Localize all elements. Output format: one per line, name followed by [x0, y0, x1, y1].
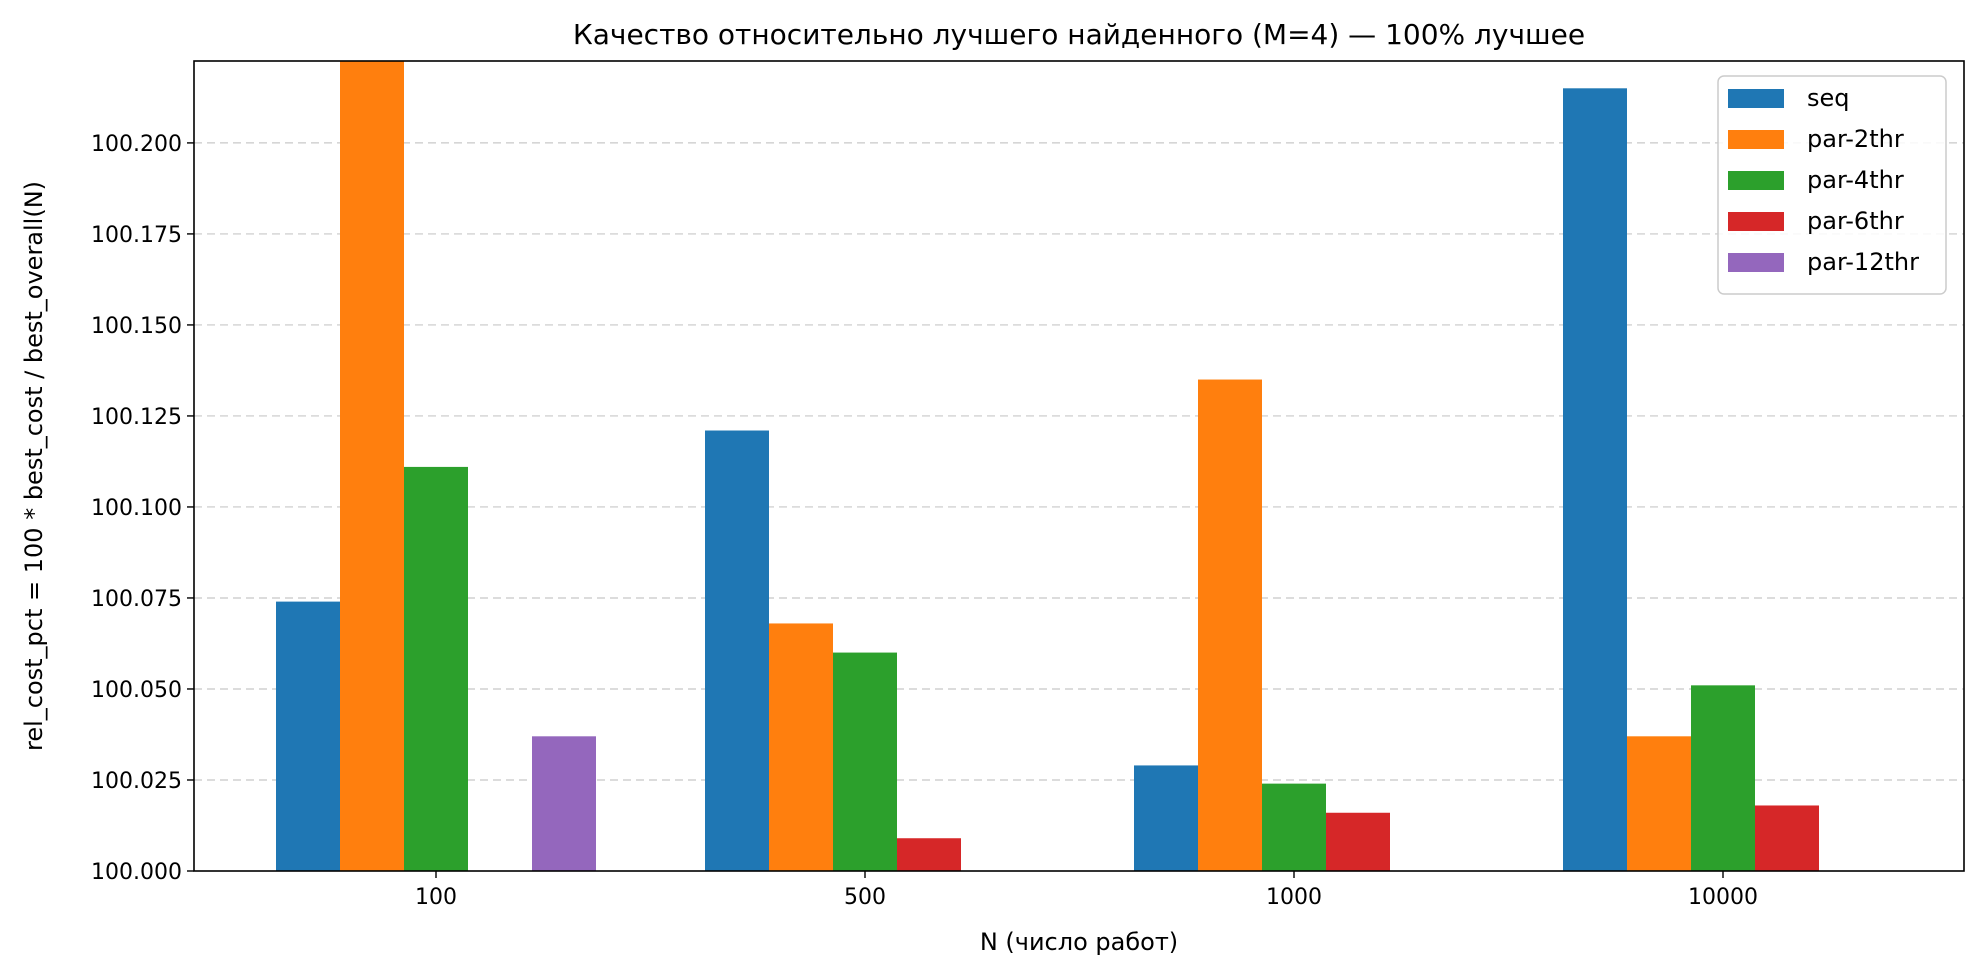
- bar-par-2thr-100: [340, 61, 404, 871]
- legend-swatch-par-6thr: [1728, 212, 1784, 231]
- x-tick-label: 10000: [1688, 885, 1758, 910]
- x-tick-label: 1000: [1266, 885, 1322, 910]
- chart-title: Качество относительно лучшего найденного…: [573, 18, 1585, 51]
- bar-par-2thr-500: [769, 623, 833, 871]
- legend: seq par-2thr par-4thr par-6thr par-12thr: [1717, 75, 1947, 295]
- bars: [276, 61, 1819, 872]
- bar-par-2thr-10000: [1627, 736, 1691, 871]
- legend-label-par-4thr: par-4thr: [1807, 166, 1904, 194]
- grid-lines: [194, 142, 1964, 781]
- y-tick-label: 100.125: [91, 405, 182, 430]
- y-tick-label: 100.100: [91, 496, 182, 521]
- bar-par-6thr-1000: [1326, 812, 1390, 871]
- y-tick-label: 100.175: [91, 223, 182, 248]
- bar-par-12thr-100: [532, 736, 596, 871]
- x-axis-ticks: 100 500 1000 10000: [415, 871, 1758, 910]
- y-axis-label: rel_cost_pct = 100 * best_cost / best_ov…: [20, 181, 48, 751]
- legend-label-seq: seq: [1807, 84, 1850, 112]
- legend-swatch-par-4thr: [1728, 171, 1784, 190]
- legend-label-par-12thr: par-12thr: [1807, 248, 1919, 276]
- legend-swatch-par-2thr: [1728, 130, 1784, 149]
- y-tick-label: 100.150: [91, 314, 182, 339]
- y-tick-label: 100.000: [91, 860, 182, 885]
- bar-par-4thr-500: [833, 652, 897, 871]
- bar-par-2thr-1000: [1198, 379, 1262, 871]
- y-tick-label: 100.200: [91, 132, 182, 157]
- bar-seq-10000: [1563, 88, 1627, 872]
- y-tick-label: 100.075: [91, 587, 182, 612]
- y-tick-label: 100.050: [91, 678, 182, 703]
- x-tick-label: 500: [844, 885, 886, 910]
- legend-label-par-6thr: par-6thr: [1807, 207, 1904, 235]
- legend-swatch-seq: [1728, 89, 1784, 108]
- legend-label-par-2thr: par-2thr: [1807, 125, 1904, 153]
- x-axis-label: N (число работ): [980, 928, 1178, 956]
- bar-par-4thr-1000: [1262, 783, 1326, 871]
- bar-par-4thr-10000: [1691, 685, 1755, 871]
- y-axis-ticks: 100.000 100.025 100.050 100.075 100.100 100.1…: [91, 132, 194, 885]
- bar-par-6thr-10000: [1755, 805, 1819, 871]
- bar-par-6thr-500: [897, 838, 961, 871]
- y-tick-label: 100.025: [91, 769, 182, 794]
- bar-par-4thr-100: [404, 466, 468, 871]
- x-tick-label: 100: [415, 885, 457, 910]
- legend-swatch-par-12thr: [1728, 253, 1784, 272]
- bar-seq-100: [276, 601, 340, 871]
- plot-frame: [193, 60, 1965, 872]
- bar-seq-500: [705, 430, 769, 871]
- bar-seq-1000: [1134, 765, 1198, 871]
